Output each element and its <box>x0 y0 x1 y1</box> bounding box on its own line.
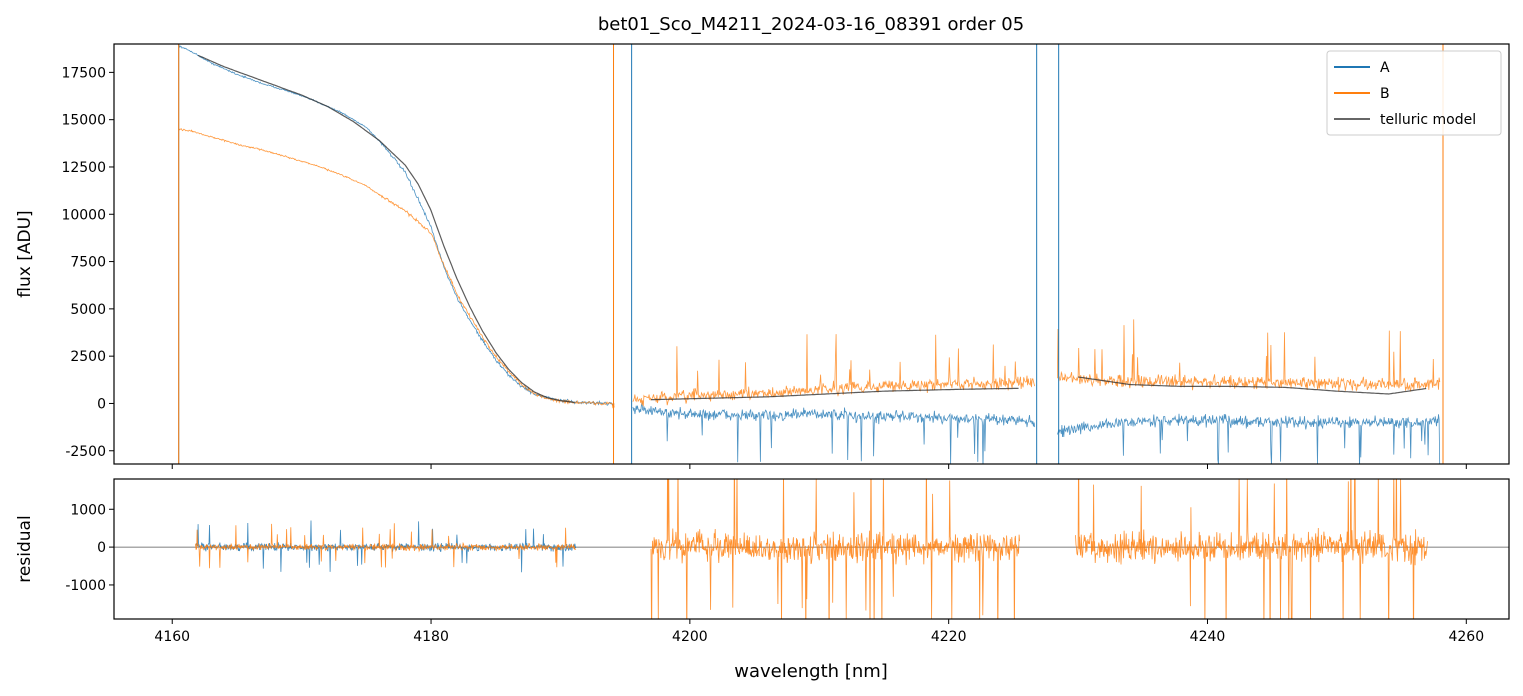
x-tick-label: 4260 <box>1448 629 1484 645</box>
x-tick-label: 4200 <box>672 629 708 645</box>
y-tick-label: 10000 <box>61 207 106 223</box>
y-tick-label: 1000 <box>70 502 106 518</box>
x-tick-label: 4160 <box>154 629 190 645</box>
y-tick-label: 15000 <box>61 113 106 129</box>
residual-panel-axes: -1000 0 1000 4160 4180 4200 4220 4240 4260 <box>65 502 1484 645</box>
legend-label-b: B <box>1380 86 1390 102</box>
y-tick-label: 0 <box>97 540 106 556</box>
flux-panel-frame <box>113 43 1510 465</box>
flux-panel-axes: -2500 0 2500 5000 7500 10000 12500 15000 17500 <box>61 65 1467 469</box>
series-b-line <box>178 128 1441 409</box>
y-tick-label: 0 <box>97 396 106 412</box>
series-a-line <box>178 45 1441 464</box>
x-tick-label: 4220 <box>931 629 967 645</box>
y-tick-label: -2500 <box>65 444 106 460</box>
residual-y-axis-label: residual <box>15 515 35 582</box>
residual-b-segment <box>195 523 577 569</box>
legend-frame <box>1326 50 1502 136</box>
residual-panel-frame <box>113 478 1510 620</box>
y-tick-label: 12500 <box>61 160 106 176</box>
residual-b-segment <box>650 479 1020 619</box>
legend: A B telluric model <box>1326 50 1502 136</box>
residual-b-segment <box>1075 479 1428 619</box>
flux-y-axis-label: flux [ADU] <box>15 210 35 297</box>
legend-label-model: telluric model <box>1380 112 1476 128</box>
flux-panel-series <box>178 44 1444 464</box>
y-tick-label: 2500 <box>70 349 106 365</box>
y-tick-label: 5000 <box>70 302 106 318</box>
y-tick-label: 17500 <box>61 65 106 81</box>
residual-panel-series <box>114 479 1509 619</box>
y-tick-label: 7500 <box>70 255 106 271</box>
figure-title: bet01_Sco_M4211_2024-03-16_08391 order 0… <box>598 14 1024 35</box>
legend-label-a: A <box>1380 60 1390 76</box>
y-tick-label: -1000 <box>65 578 106 594</box>
x-tick-label: 4180 <box>413 629 449 645</box>
series-telluric-model-line <box>197 54 1427 403</box>
x-axis-label: wavelength [nm] <box>734 661 888 682</box>
x-tick-label: 4240 <box>1190 629 1226 645</box>
